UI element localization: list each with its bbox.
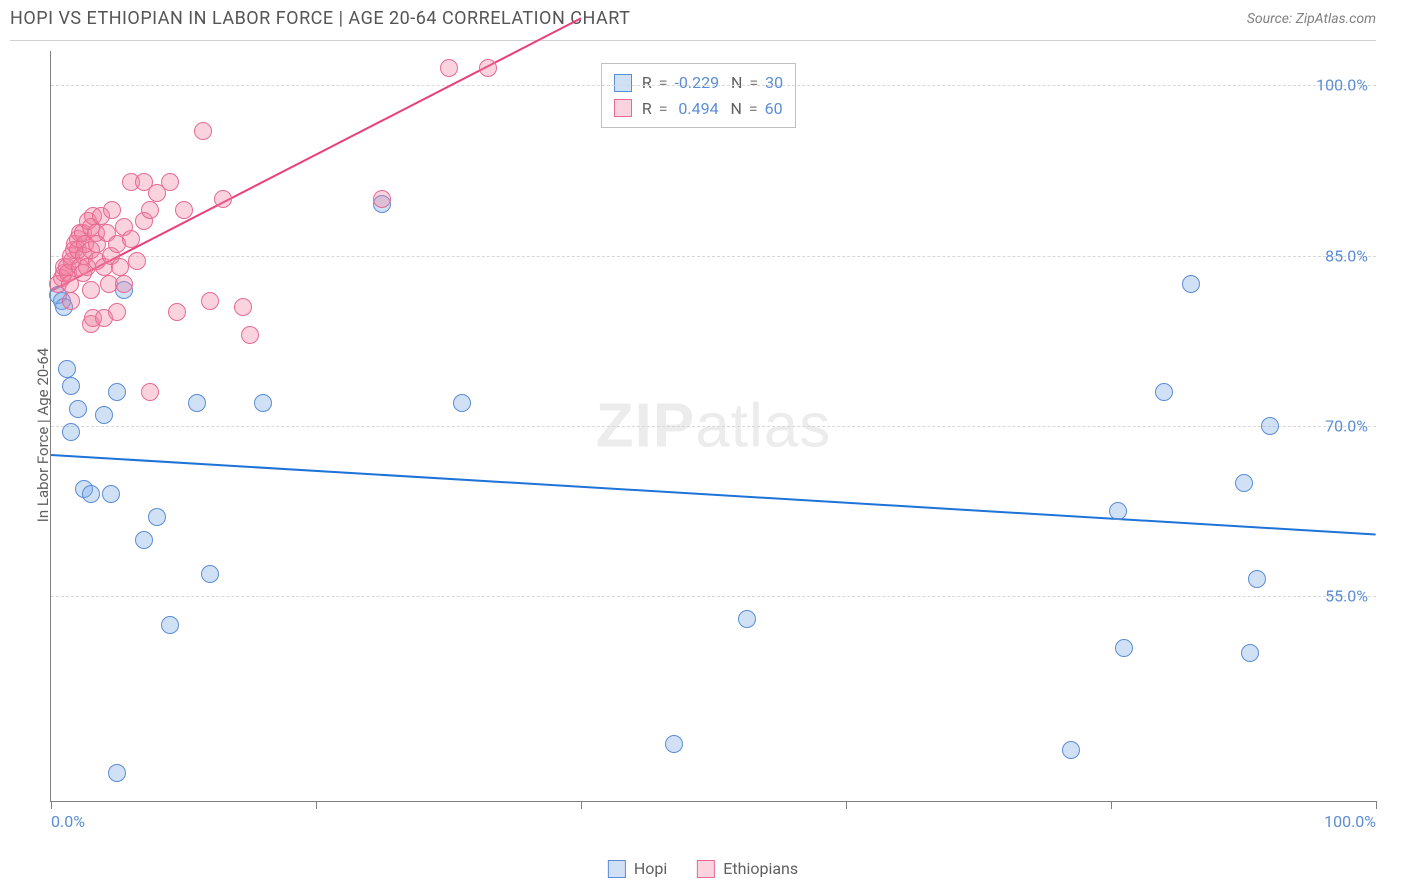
data-point-hopi [1241, 644, 1259, 662]
data-point-hopi [453, 394, 471, 412]
data-point-ethiopians [161, 173, 179, 191]
data-point-ethiopians [234, 298, 252, 316]
data-point-hopi [738, 610, 756, 628]
x-tick-label: 100.0% [1324, 812, 1376, 831]
data-point-hopi [62, 377, 80, 395]
data-point-ethiopians [141, 201, 159, 219]
x-tick-label: 0.0% [51, 812, 85, 831]
data-point-ethiopians [241, 326, 259, 344]
data-point-hopi [665, 735, 683, 753]
data-point-hopi [108, 764, 126, 782]
y-tick-label: 85.0% [1325, 246, 1368, 265]
x-tick [1111, 801, 1112, 809]
data-point-hopi [82, 485, 100, 503]
y-axis-label: In Labor Force | Age 20-64 [34, 348, 52, 522]
data-point-hopi [254, 394, 272, 412]
data-point-ethiopians [128, 252, 146, 270]
legend-swatch-hopi [608, 860, 626, 878]
chart-container: In Labor Force | Age 20-64 ZIPatlas R = … [10, 40, 1376, 832]
data-point-hopi [95, 406, 113, 424]
legend-item-ethiopians: Ethiopians [697, 859, 798, 878]
data-point-ethiopians [373, 190, 391, 208]
y-tick-label: 100.0% [1316, 76, 1368, 95]
stats-swatch-hopi [614, 74, 632, 92]
x-tick [581, 801, 582, 809]
data-point-ethiopians [440, 59, 458, 77]
data-point-ethiopians [479, 59, 497, 77]
data-point-hopi [108, 383, 126, 401]
data-point-hopi [135, 531, 153, 549]
y-tick-label: 70.0% [1325, 417, 1368, 436]
data-point-hopi [1109, 502, 1127, 520]
data-point-hopi [1248, 570, 1266, 588]
data-point-ethiopians [122, 230, 140, 248]
y-tick-label: 55.0% [1325, 587, 1368, 606]
legend-swatch-ethiopians [697, 860, 715, 878]
trend-line-hopi [51, 454, 1376, 536]
data-point-ethiopians [82, 281, 100, 299]
stats-text-ethiopians: R = 0.494 N = 60 [642, 96, 783, 122]
source-label: Source: ZipAtlas.com [1247, 11, 1376, 27]
x-tick [316, 801, 317, 809]
data-point-ethiopians [115, 275, 133, 293]
data-point-hopi [102, 485, 120, 503]
data-point-ethiopians [168, 303, 186, 321]
data-point-ethiopians [141, 383, 159, 401]
x-tick [846, 801, 847, 809]
gridline-h [51, 85, 1376, 86]
data-point-ethiopians [111, 258, 129, 276]
chart-title: HOPI VS ETHIOPIAN IN LABOR FORCE | AGE 2… [10, 8, 630, 29]
x-tick [1376, 801, 1377, 809]
stats-row-hopi: R = -0.229 N = 30 [614, 70, 783, 96]
data-point-hopi [201, 565, 219, 583]
data-point-ethiopians [201, 292, 219, 310]
data-point-ethiopians [175, 201, 193, 219]
data-point-hopi [1182, 275, 1200, 293]
stats-text-hopi: R = -0.229 N = 30 [642, 70, 783, 96]
data-point-hopi [69, 400, 87, 418]
data-point-hopi [1261, 417, 1279, 435]
gridline-h [51, 256, 1376, 257]
plot-area: In Labor Force | Age 20-64 ZIPatlas R = … [50, 51, 1376, 802]
data-point-hopi [58, 360, 76, 378]
x-tick [51, 801, 52, 809]
legend-label-hopi: Hopi [634, 859, 667, 878]
trend-line-ethiopians [51, 17, 582, 292]
data-point-hopi [188, 394, 206, 412]
data-point-hopi [62, 423, 80, 441]
stats-swatch-ethiopians [614, 99, 632, 117]
data-point-hopi [148, 508, 166, 526]
data-point-hopi [161, 616, 179, 634]
gridline-h [51, 426, 1376, 427]
data-point-ethiopians [62, 292, 80, 310]
legend: Hopi Ethiopians [608, 859, 798, 878]
data-point-hopi [1155, 383, 1173, 401]
stats-row-ethiopians: R = 0.494 N = 60 [614, 96, 783, 122]
gridline-h [51, 596, 1376, 597]
legend-item-hopi: Hopi [608, 859, 667, 878]
stats-box: R = -0.229 N = 30 R = 0.494 N = 60 [601, 63, 796, 128]
data-point-ethiopians [103, 201, 121, 219]
legend-label-ethiopians: Ethiopians [723, 859, 798, 878]
data-point-ethiopians [108, 303, 126, 321]
data-point-ethiopians [194, 122, 212, 140]
data-point-hopi [1235, 474, 1253, 492]
data-point-ethiopians [214, 190, 232, 208]
data-point-hopi [1062, 741, 1080, 759]
data-point-hopi [1115, 639, 1133, 657]
